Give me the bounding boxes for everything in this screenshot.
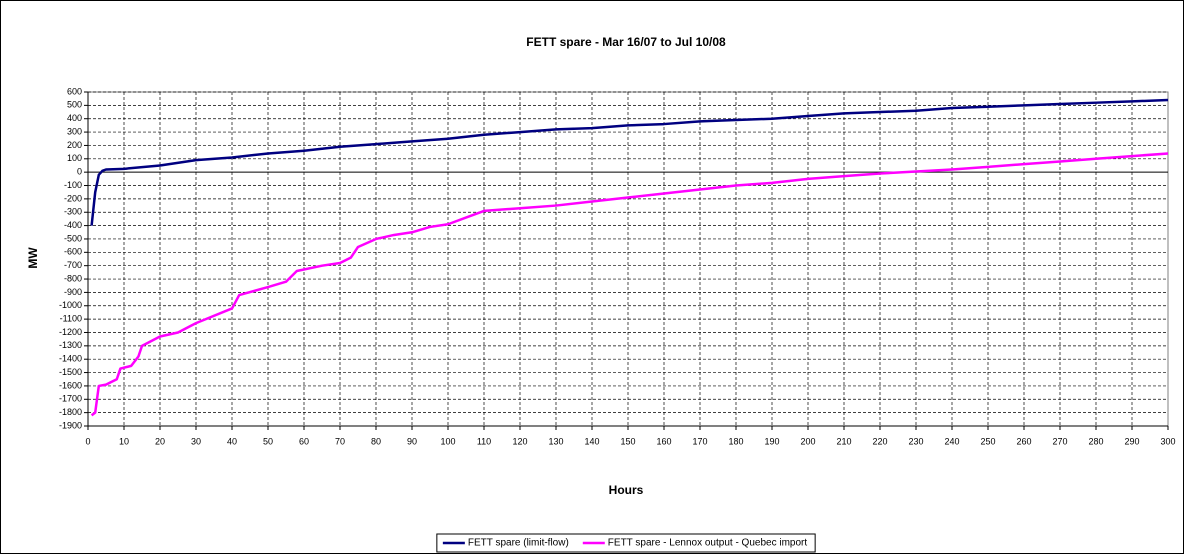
y-tick-label: -1300 xyxy=(59,340,82,350)
x-tick-label: 240 xyxy=(944,436,959,446)
x-tick-label: 60 xyxy=(299,436,309,446)
x-tick-label: 40 xyxy=(227,436,237,446)
y-axis-title: MW xyxy=(26,247,40,269)
x-axis-title: Hours xyxy=(609,483,644,497)
x-tick-label: 120 xyxy=(512,436,527,446)
x-tick-label: 220 xyxy=(872,436,887,446)
x-tick-label: 110 xyxy=(477,436,491,446)
x-tick-label: 270 xyxy=(1052,436,1067,446)
y-tick-label: 400 xyxy=(67,113,82,123)
y-tick-label: -1000 xyxy=(59,300,82,310)
x-tick-label: 140 xyxy=(584,436,599,446)
series-line xyxy=(90,152,1169,417)
y-tick-label: -1100 xyxy=(60,313,82,323)
legend xyxy=(436,533,816,553)
x-tick-label: 150 xyxy=(620,436,635,446)
x-tick-label: 290 xyxy=(1124,436,1139,446)
x-tick-label: 280 xyxy=(1088,436,1103,446)
x-tick-label: 70 xyxy=(335,436,345,446)
y-tick-label: -1500 xyxy=(59,367,82,377)
y-tick-label: 0 xyxy=(77,167,82,177)
x-tick-label: 250 xyxy=(980,436,995,446)
x-tick-label: 200 xyxy=(800,436,815,446)
y-tick-label: 300 xyxy=(67,126,82,136)
x-tick-label: 130 xyxy=(548,436,563,446)
x-tick-label: 170 xyxy=(692,436,707,446)
y-tick-label: 600 xyxy=(67,86,82,96)
x-tick-label: 20 xyxy=(155,436,165,446)
y-tick-label: -1600 xyxy=(59,380,82,390)
y-tick-label: -100 xyxy=(64,180,82,190)
x-tick-label: 180 xyxy=(728,436,743,446)
y-tick-label: -1700 xyxy=(59,394,82,404)
series-line xyxy=(90,98,1169,226)
x-tick-label: 160 xyxy=(656,436,671,446)
x-tick-label: 30 xyxy=(191,436,201,446)
y-tick-label: -1400 xyxy=(59,354,82,364)
y-tick-label: 500 xyxy=(67,100,82,110)
y-tick-label: -300 xyxy=(64,207,82,217)
y-tick-label: -1900 xyxy=(59,420,82,430)
y-tick-label: -900 xyxy=(64,287,82,297)
x-tick-label: 230 xyxy=(908,436,923,446)
x-tick-label: 190 xyxy=(764,436,779,446)
y-tick-label: -600 xyxy=(64,247,82,257)
x-tick-label: 90 xyxy=(407,436,417,446)
y-tick-label: -1200 xyxy=(59,327,82,337)
x-tick-label: 210 xyxy=(836,436,851,446)
legend-label: FETT spare (limit-flow) xyxy=(468,538,569,549)
x-tick-label: 260 xyxy=(1016,436,1031,446)
x-tick-label: 100 xyxy=(440,436,455,446)
y-tick-label: 200 xyxy=(67,140,82,150)
x-tick-label: 50 xyxy=(263,436,273,446)
chart-title: FETT spare - Mar 16/07 to Jul 10/08 xyxy=(526,35,726,49)
legend-label: FETT spare - Lennox output - Quebec impo… xyxy=(608,538,808,549)
y-tick-label: -200 xyxy=(64,193,82,203)
y-tick-label: -1800 xyxy=(59,407,82,417)
x-tick-label: 0 xyxy=(85,436,90,446)
y-tick-label: -700 xyxy=(64,260,82,270)
x-tick-label: 80 xyxy=(371,436,381,446)
y-tick-label: -400 xyxy=(64,220,82,230)
y-tick-label: -800 xyxy=(64,273,82,283)
x-tick-label: 10 xyxy=(119,436,129,446)
y-tick-label: 100 xyxy=(67,153,82,163)
x-tick-label: 300 xyxy=(1160,436,1175,446)
y-tick-label: -500 xyxy=(64,233,82,243)
